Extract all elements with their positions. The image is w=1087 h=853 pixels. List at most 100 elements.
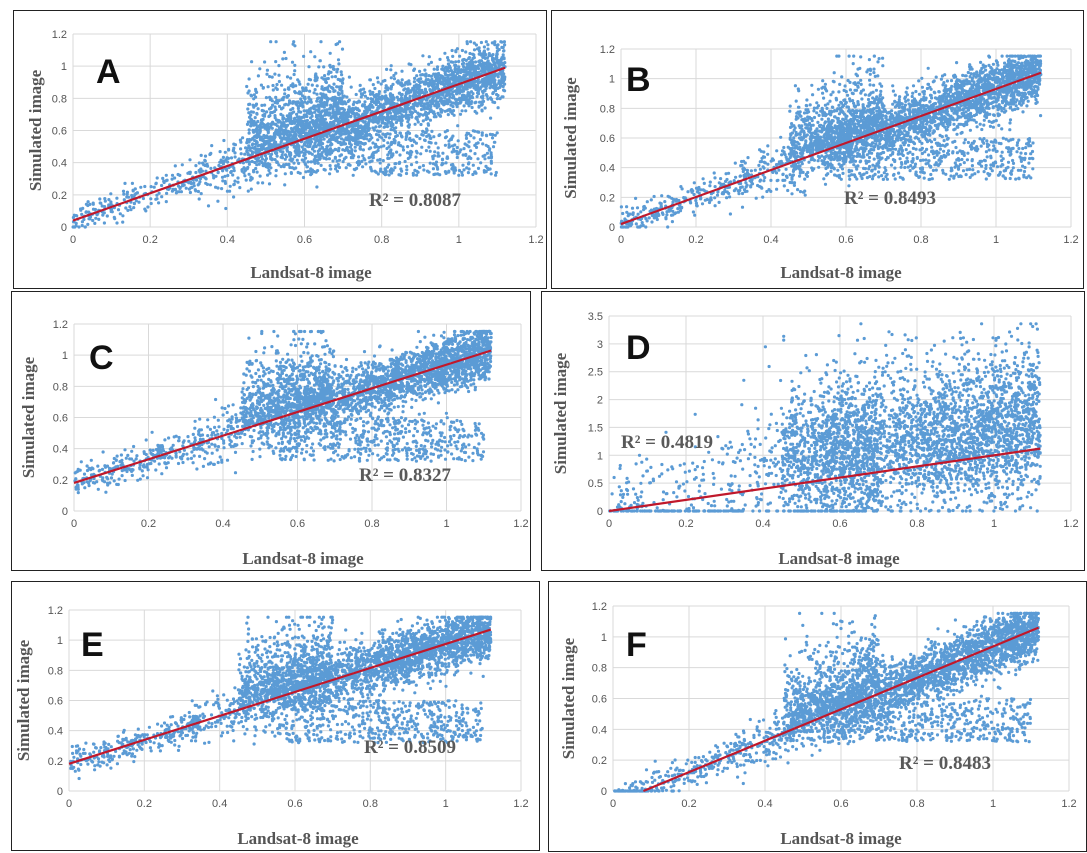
x-tick-label: 1	[991, 518, 997, 530]
x-tick-label: 0.4	[763, 234, 778, 246]
chart-svg: 0 0.2 0.4 0.6 0.8 1 1.2 0 0.2 0.4 0.6 0.8 1 1.2 E R² = …	[14, 605, 529, 848]
x-tick-label: 0.6	[287, 798, 302, 810]
x-tick-label: 1	[443, 798, 449, 810]
y-tick-label: 0.2	[600, 192, 615, 204]
y-tick-label: 1	[62, 350, 68, 362]
x-tick-label: 0.8	[364, 518, 379, 530]
y-tick-label: 0	[597, 506, 603, 518]
x-tick-label: 0.2	[681, 798, 696, 810]
x-tick-label: 0.2	[143, 234, 158, 246]
x-tick-label: 0.2	[141, 518, 156, 530]
r-squared-label: R² = 0.8509	[364, 737, 456, 758]
y-axis-label: Simulated image	[561, 77, 580, 199]
scatter-panel-a: 0 0.2 0.4 0.6 0.8 1 1.2 0 0.2 0.4 0.6 0.8 1 1.2 A R² = …	[13, 10, 547, 289]
panel-letter: F	[626, 626, 647, 664]
x-tick-label: 0.4	[215, 518, 230, 530]
y-axis-label: Simulated image	[26, 69, 45, 191]
x-tick-label: 0.6	[833, 798, 848, 810]
y-axis-label: Simulated image	[14, 639, 33, 761]
scatter-panel-e: 0 0.2 0.4 0.6 0.8 1 1.2 0 0.2 0.4 0.6 0.8 1 1.2 E R² = …	[11, 581, 540, 851]
chart-svg: 0 0.2 0.4 0.6 0.8 1 1.2 0 0.2 0.4 0.6 0.8 1 1.2 C R² = …	[19, 319, 529, 568]
panel-letter: D	[626, 329, 651, 367]
scatter-panel-c: 0 0.2 0.4 0.6 0.8 1 1.2 0 0.2 0.4 0.6 0.8 1 1.2 C R² = …	[11, 291, 531, 571]
r-squared-label: R² = 0.8493	[844, 188, 936, 209]
x-axis-label: Landsat-8 image	[780, 829, 902, 848]
trendline	[642, 626, 1040, 793]
x-tick-label: 0.4	[220, 234, 235, 246]
scatter-points	[69, 615, 493, 781]
x-tick-label: 0.4	[757, 798, 772, 810]
y-tick-label: 1	[609, 74, 615, 86]
scatter-panel-f: 0 0.2 0.4 0.6 0.8 1 1.2 0 0.2 0.4 0.6 0.8 1 1.2 F R² = …	[548, 581, 1087, 852]
x-tick-label: 0	[610, 798, 616, 810]
y-tick-label: 3	[597, 339, 603, 351]
x-tick-label: 0.6	[290, 518, 305, 530]
x-tick-label: 0	[618, 234, 624, 246]
x-tick-label: 0	[71, 518, 77, 530]
y-tick-label: 1	[61, 61, 67, 73]
r-squared-label: R² = 0.4819	[621, 432, 713, 453]
scatter-points	[73, 329, 493, 495]
panel-letter: A	[96, 53, 121, 91]
trendline	[72, 66, 506, 222]
y-tick-label: 1.2	[48, 605, 63, 617]
chart-svg: 0 0.2 0.4 0.6 0.8 1 1.2 0 0.5 1 1.5 2 2.5 3 3.5 D R² = 0…	[551, 311, 1079, 568]
panel-letter: B	[626, 61, 651, 99]
x-axis-label: Landsat-8 image	[242, 549, 364, 568]
x-tick-label: 1	[993, 234, 999, 246]
x-tick-label: 1.2	[1063, 234, 1078, 246]
x-tick-label: 1.2	[528, 234, 543, 246]
scatter-panel-d: 0 0.2 0.4 0.6 0.8 1 1.2 0 0.5 1 1.5 2 2.5 3 3.5 D R² = 0…	[541, 291, 1085, 571]
x-tick-label: 0	[606, 518, 612, 530]
y-tick-label: 2.5	[588, 367, 603, 379]
r-squared-label: R² = 0.8327	[359, 465, 451, 486]
x-tick-label: 0.6	[832, 518, 847, 530]
y-tick-label: 0.6	[600, 133, 615, 145]
y-tick-label: 0.8	[52, 93, 67, 105]
y-tick-label: 1.2	[52, 29, 67, 41]
x-tick-label: 1	[990, 798, 996, 810]
y-tick-label: 0.8	[600, 103, 615, 115]
chart-svg: 0 0.2 0.4 0.6 0.8 1 1.2 0 0.2 0.4 0.6 0.8 1 1.2 A R² = …	[26, 29, 544, 282]
y-tick-label: 1.2	[600, 44, 615, 56]
scatter-points	[619, 54, 1043, 229]
x-tick-label: 1.2	[1063, 518, 1078, 530]
y-axis-label: Simulated image	[559, 637, 578, 759]
y-tick-label: 0	[62, 506, 68, 518]
y-tick-label: 2	[597, 395, 603, 407]
y-tick-label: 0.4	[600, 163, 615, 175]
y-tick-label: 1.5	[588, 422, 603, 434]
y-axis-label: Simulated image	[19, 356, 38, 478]
x-tick-label: 0.8	[913, 234, 928, 246]
y-tick-label: 0.2	[592, 755, 607, 767]
y-tick-label: 1	[57, 635, 63, 647]
y-tick-label: 0.6	[52, 126, 67, 138]
x-tick-label: 0.2	[678, 518, 693, 530]
chart-svg: 0 0.2 0.4 0.6 0.8 1 1.2 0 0.2 0.4 0.6 0.8 1 1.2 B R² = …	[561, 44, 1079, 282]
trendline	[73, 349, 492, 484]
panel-letter: C	[89, 339, 114, 377]
y-tick-label: 0.6	[592, 694, 607, 706]
x-tick-label: 0.8	[909, 798, 924, 810]
x-tick-label: 1.2	[1061, 798, 1076, 810]
y-tick-label: 1	[597, 450, 603, 462]
r-squared-label: R² = 0.8483	[899, 753, 991, 774]
scatter-points	[608, 322, 1042, 513]
x-axis-label: Landsat-8 image	[778, 549, 900, 568]
x-tick-label: 0.4	[755, 518, 770, 530]
x-tick-label: 0.6	[838, 234, 853, 246]
x-tick-label: 1.2	[513, 798, 528, 810]
x-tick-label: 0.2	[688, 234, 703, 246]
scatter-panel-b: 0 0.2 0.4 0.6 0.8 1 1.2 0 0.2 0.4 0.6 0.8 1 1.2 B R² = …	[551, 10, 1084, 289]
x-tick-label: 1.2	[513, 518, 528, 530]
y-tick-label: 3.5	[588, 311, 603, 323]
x-tick-label: 1	[456, 234, 462, 246]
chart-svg: 0 0.2 0.4 0.6 0.8 1 1.2 0 0.2 0.4 0.6 0.8 1 1.2 F R² = …	[559, 601, 1077, 848]
y-tick-label: 1	[601, 632, 607, 644]
y-tick-label: 0.8	[53, 381, 68, 393]
y-tick-label: 0	[57, 786, 63, 798]
y-tick-label: 0	[609, 222, 615, 234]
y-tick-label: 1.2	[53, 319, 68, 331]
y-axis-label: Simulated image	[551, 352, 570, 474]
